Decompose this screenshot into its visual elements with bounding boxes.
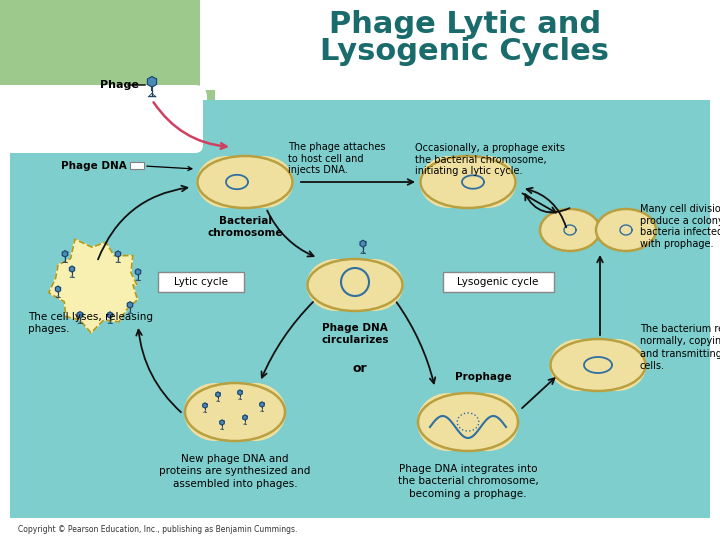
Bar	[0, 0, 215, 110]
Text: Many cell divisions
produce a colony of
bacteria infected
with prophage.: Many cell divisions produce a colony of …	[640, 204, 720, 249]
Text: Phage DNA: Phage DNA	[61, 161, 127, 171]
Ellipse shape	[420, 156, 479, 208]
Text: Lysogenic Cycles: Lysogenic Cycles	[320, 37, 610, 66]
Ellipse shape	[457, 156, 516, 208]
Ellipse shape	[417, 393, 479, 451]
Ellipse shape	[184, 383, 246, 441]
Polygon shape	[360, 240, 366, 247]
FancyBboxPatch shape	[158, 272, 244, 292]
FancyBboxPatch shape	[0, 85, 207, 164]
Polygon shape	[216, 392, 220, 397]
Ellipse shape	[588, 339, 647, 391]
Text: Occasionally, a prophage exits
the bacterial chromosome,
initiating a lytic cycl: Occasionally, a prophage exits the bacte…	[415, 143, 565, 176]
Polygon shape	[203, 403, 207, 408]
Text: Bacterial
chromosome: Bacterial chromosome	[207, 216, 283, 238]
Ellipse shape	[197, 156, 256, 208]
Polygon shape	[148, 77, 156, 87]
Text: or: or	[353, 361, 367, 375]
Bar	[452, 393, 484, 451]
Bar	[200, 0, 720, 90]
Text: New phage DNA and
proteins are synthesized and
assembled into phages.: New phage DNA and proteins are synthesiz…	[159, 454, 311, 489]
Ellipse shape	[457, 393, 519, 451]
Polygon shape	[260, 402, 264, 407]
Ellipse shape	[345, 259, 403, 311]
Bar	[582, 339, 613, 391]
Ellipse shape	[540, 209, 600, 251]
Ellipse shape	[224, 383, 286, 441]
FancyBboxPatch shape	[443, 272, 554, 292]
Polygon shape	[69, 266, 75, 272]
Ellipse shape	[596, 209, 656, 251]
Ellipse shape	[235, 156, 294, 208]
Text: Phage DNA
circularizes: Phage DNA circularizes	[321, 323, 389, 346]
Text: Lytic cycle: Lytic cycle	[174, 277, 228, 287]
Polygon shape	[62, 251, 68, 257]
Text: The bacterium reproduces
normally, copying the prophage
and transmitting it to d: The bacterium reproduces normally, copyi…	[640, 324, 720, 371]
Text: Phage DNA integrates into
the bacterial chromosome,
becoming a prophage.: Phage DNA integrates into the bacterial …	[397, 464, 539, 499]
Polygon shape	[238, 390, 242, 395]
Text: The phage attaches
to host cell and
injects DNA.: The phage attaches to host cell and inje…	[288, 142, 385, 175]
Polygon shape	[243, 415, 247, 420]
Polygon shape	[55, 286, 60, 292]
Text: Phage: Phage	[100, 80, 139, 90]
Polygon shape	[135, 269, 140, 275]
FancyBboxPatch shape	[2, 90, 203, 153]
Ellipse shape	[307, 259, 366, 311]
FancyBboxPatch shape	[10, 100, 710, 518]
Text: Lysogenic cycle: Lysogenic cycle	[457, 277, 539, 287]
Polygon shape	[77, 312, 83, 318]
Text: Prophage: Prophage	[455, 372, 511, 382]
Polygon shape	[49, 239, 138, 333]
Bar	[340, 259, 370, 311]
Polygon shape	[127, 302, 132, 308]
Bar	[230, 156, 260, 208]
Bar	[453, 156, 483, 208]
Polygon shape	[107, 312, 112, 318]
Polygon shape	[115, 251, 121, 257]
Bar	[219, 383, 251, 441]
Polygon shape	[220, 420, 224, 425]
Text: The cell lyses, releasing
phages.: The cell lyses, releasing phages.	[28, 312, 153, 334]
Text: Phage Lytic and: Phage Lytic and	[329, 10, 601, 39]
Bar	[130, 162, 144, 169]
Text: Copyright © Pearson Education, Inc., publishing as Benjamin Cummings.: Copyright © Pearson Education, Inc., pub…	[18, 525, 297, 534]
Ellipse shape	[549, 339, 608, 391]
